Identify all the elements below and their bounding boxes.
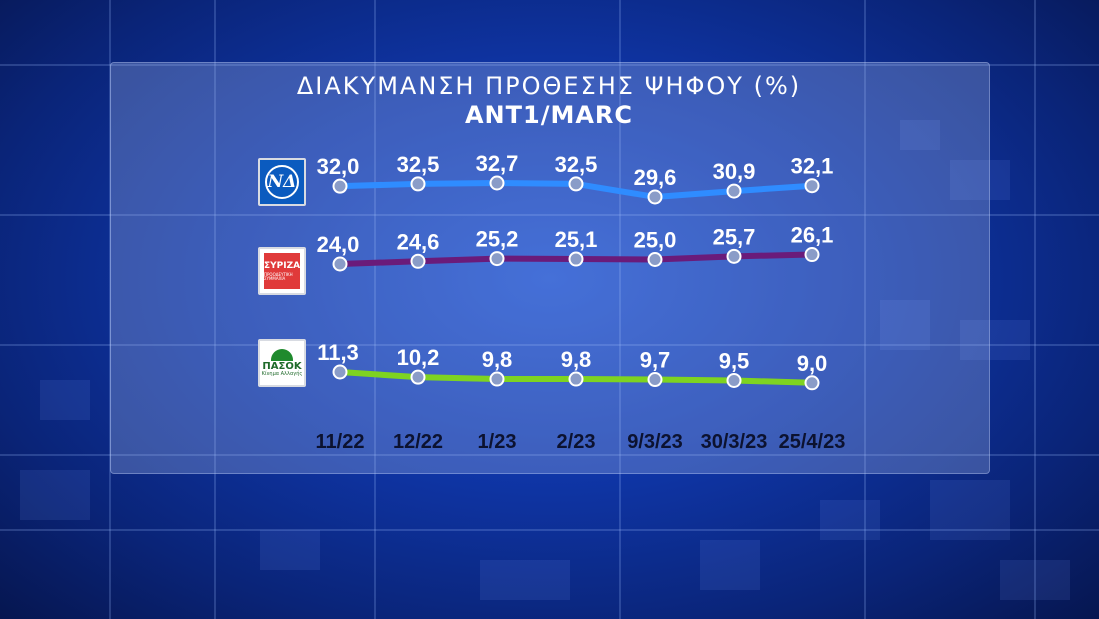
data-point <box>568 251 584 267</box>
data-label: 9,0 <box>797 351 828 376</box>
data-point <box>726 372 742 388</box>
data-point <box>489 251 505 267</box>
data-label: 32,1 <box>791 154 834 179</box>
data-point <box>410 369 426 385</box>
pasok-logo-text: ΠΑΣΟΚ <box>262 361 302 372</box>
x-tick-label: 25/4/23 <box>779 431 846 453</box>
data-point <box>647 372 663 388</box>
data-label: 9,8 <box>561 347 592 372</box>
x-tick-label: 2/23 <box>557 431 596 453</box>
data-point <box>410 176 426 192</box>
data-point <box>489 371 505 387</box>
data-point <box>726 248 742 264</box>
pasok-logo: ΠΑΣΟΚ Κίνημα Αλλαγής <box>258 339 306 387</box>
chart-title: ΔΙΑΚΥΜΑΝΣΗ ΠΡΟΘΕΣΗΣ ΨΗΦΟΥ (%) <box>296 72 802 100</box>
x-tick-label: 30/3/23 <box>701 431 768 453</box>
bg-tile <box>40 380 90 420</box>
data-label: 32,5 <box>397 152 440 177</box>
pasok-sun-icon <box>271 349 293 361</box>
data-label: 25,1 <box>555 227 598 252</box>
syriza-logo: ΣΥΡΙΖΑ ΠΡΟΟΔΕΥΤΙΚΗ ΣΥΜΜΑΧΙΑ <box>258 247 306 295</box>
data-label: 10,2 <box>397 345 440 370</box>
x-tick-label: 1/23 <box>478 431 517 453</box>
bg-tile <box>960 320 1030 360</box>
data-label: 26,1 <box>791 223 834 248</box>
data-point <box>568 371 584 387</box>
data-label: 24,6 <box>397 229 440 254</box>
bg-tile <box>880 300 930 350</box>
data-point <box>647 252 663 267</box>
data-point <box>726 183 742 199</box>
syriza-logo-subtext: ΠΡΟΟΔΕΥΤΙΚΗ ΣΥΜΜΑΧΙΑ <box>264 271 293 281</box>
x-tick-label: 11/22 <box>316 431 365 453</box>
data-point <box>804 178 820 194</box>
data-label: 29,6 <box>634 165 677 190</box>
bg-tile <box>700 540 760 590</box>
x-tick-label: 12/22 <box>393 431 443 453</box>
bg-tile <box>950 160 1010 200</box>
x-tick-label: 9/3/23 <box>627 431 683 453</box>
data-label: 9,5 <box>719 348 750 373</box>
data-point <box>647 189 663 205</box>
chart-panel <box>110 62 990 474</box>
data-label: 11,3 <box>317 340 359 365</box>
bg-tile <box>900 120 940 150</box>
pasok-logo-subtext: Κίνημα Αλλαγής <box>261 371 303 377</box>
chart-subtitle: ANT1/MARC <box>464 101 634 129</box>
data-point <box>568 176 584 192</box>
data-label: 25,2 <box>476 227 519 252</box>
bg-tile <box>930 480 1010 540</box>
data-label: 32,5 <box>555 152 598 177</box>
data-label: 9,8 <box>482 347 513 372</box>
nd-logo-text: ΝΔ <box>265 165 299 199</box>
data-point <box>804 247 820 263</box>
bg-tile <box>20 470 90 520</box>
bg-tile <box>820 500 880 540</box>
bg-tile <box>260 530 320 570</box>
data-label: 9,7 <box>640 348 671 373</box>
nd-logo: ΝΔ <box>258 158 306 206</box>
data-point <box>332 256 348 272</box>
data-point <box>332 178 348 194</box>
data-label: 25,7 <box>713 224 756 249</box>
data-label: 32,0 <box>317 154 360 179</box>
syriza-logo-text: ΣΥΡΙΖΑ <box>263 260 301 271</box>
data-point <box>410 253 426 269</box>
data-label: 30,9 <box>713 159 756 184</box>
data-label: 25,0 <box>634 228 677 253</box>
data-label: 24,0 <box>317 232 360 257</box>
data-point <box>804 375 820 391</box>
bg-tile <box>1000 560 1070 600</box>
data-point <box>332 364 348 380</box>
data-point <box>489 175 505 191</box>
data-label: 32,7 <box>476 151 519 176</box>
syriza-logo-box: ΣΥΡΙΖΑ ΠΡΟΟΔΕΥΤΙΚΗ ΣΥΜΜΑΧΙΑ <box>264 253 300 289</box>
bg-tile <box>480 560 570 600</box>
